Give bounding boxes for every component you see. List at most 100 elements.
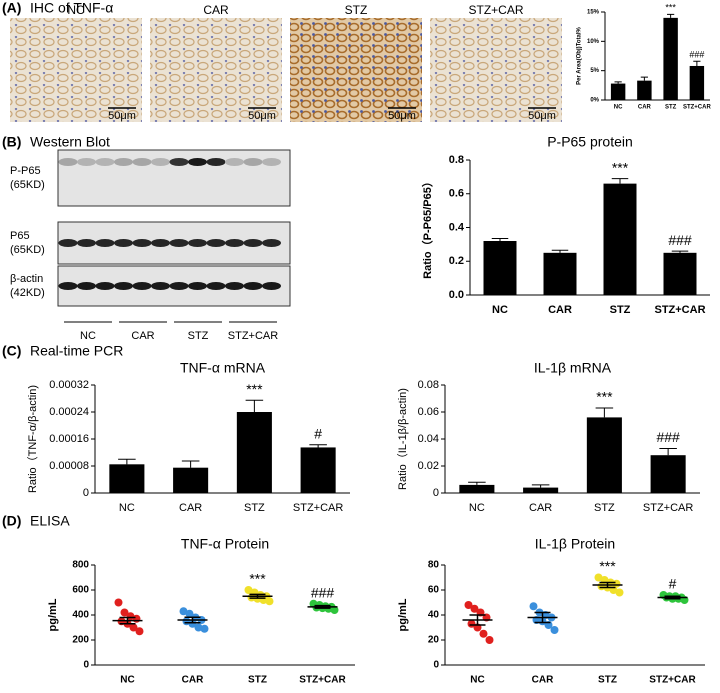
error-bar — [118, 458, 136, 465]
data-point — [194, 623, 203, 632]
y-tick-label: 0.06 — [418, 406, 439, 418]
y-tick-label: 0.4 — [449, 221, 465, 233]
y-tick-label: 0.00008 — [49, 460, 89, 472]
y-tick-label: 0.8 — [449, 154, 464, 166]
y-tick-label: 800 — [72, 560, 89, 571]
error-bar — [611, 178, 629, 184]
y-axis-label: pg/mL — [397, 598, 409, 631]
chart-title: TNF-α Protein — [181, 536, 269, 552]
significance: ### — [668, 232, 692, 248]
significance: # — [669, 576, 677, 592]
panel-title: Western Blot — [30, 134, 110, 150]
scale-bar-label: 50μm — [388, 110, 416, 122]
chart-title: TNF-α mRNA — [180, 360, 266, 376]
error-bar — [531, 484, 550, 488]
y-tick-label: 0.08 — [418, 379, 439, 391]
bar — [459, 484, 495, 493]
x-tick-label: NC — [614, 105, 623, 111]
data-point — [529, 602, 538, 611]
y-tick-label: 0.02 — [418, 460, 439, 472]
error-bar — [595, 407, 614, 418]
data-point — [470, 604, 479, 613]
panel-title: IHC of TNF-α — [30, 0, 113, 16]
error-bar — [614, 81, 622, 84]
x-tick-label: CAR — [532, 675, 554, 686]
blot-band — [77, 239, 96, 247]
blot-band — [225, 158, 244, 166]
y-tick-label: 20 — [428, 635, 440, 646]
blot-band — [243, 158, 263, 166]
panel-title: Real-time PCR — [30, 343, 123, 359]
blot-band — [95, 282, 115, 290]
data-point — [594, 573, 603, 582]
micrograph — [430, 18, 562, 122]
x-tick-label: STZ+CAR — [654, 304, 705, 316]
sem-bar — [184, 616, 201, 624]
blot-band — [169, 239, 189, 247]
scale-bar-label: 50μm — [108, 110, 136, 122]
x-tick-label: STZ — [248, 675, 267, 686]
y-tick-label: 0 — [433, 487, 439, 499]
blot-band — [169, 158, 189, 166]
sem-bar — [599, 581, 616, 589]
y-axis-label: pg/mL — [47, 598, 59, 631]
blot-band — [77, 158, 96, 166]
y-tick-label: 0.04 — [418, 433, 439, 445]
y-tick-label: 0.00016 — [49, 433, 89, 445]
y-axis-label: Ratio（P-P65/P65） — [421, 176, 434, 279]
row-size: (42KD) — [10, 287, 45, 299]
significance: *** — [612, 159, 629, 175]
blot-band — [243, 282, 263, 290]
bar — [663, 17, 678, 100]
significance: *** — [599, 558, 616, 574]
blot-band — [188, 158, 207, 166]
x-tick-label: STZ+CAR — [299, 675, 346, 686]
bar — [586, 417, 622, 493]
x-tick-label: NC — [492, 304, 508, 316]
error-bar — [181, 460, 200, 468]
blot-band — [243, 239, 263, 247]
x-tick-label: CAR — [638, 105, 652, 111]
micrograph — [290, 18, 422, 122]
bar — [637, 80, 652, 100]
blot-band — [262, 239, 281, 247]
x-tick-label: NC — [469, 502, 485, 514]
blot-band — [132, 158, 152, 166]
data-point — [185, 609, 194, 618]
row-size: (65KD) — [10, 179, 45, 191]
blot-band — [225, 282, 244, 290]
blot-band — [132, 282, 152, 290]
y-tick-label: 0.00032 — [49, 379, 89, 391]
significance: ### — [656, 429, 680, 445]
y-tick-label: 200 — [72, 635, 89, 646]
error-bar — [245, 399, 264, 412]
error-bar — [491, 237, 509, 241]
data-point — [265, 597, 274, 606]
significance: *** — [249, 571, 266, 587]
blot-band — [95, 239, 115, 247]
blot-band — [114, 158, 133, 166]
error-bar — [468, 481, 486, 485]
data-point — [132, 614, 141, 623]
data-point — [114, 598, 123, 607]
y-tick-label: 0 — [83, 487, 89, 499]
blot-band — [77, 282, 96, 290]
y-axis-label: Ratio（TNF-α/β-actin) — [26, 385, 39, 493]
y-tick-label: 15% — [587, 10, 600, 16]
blot-band — [206, 282, 226, 290]
bar — [236, 412, 272, 493]
blot-band — [169, 282, 189, 290]
x-tick-label: NC — [119, 502, 135, 514]
micrograph — [150, 18, 282, 122]
row-name: β-actin — [10, 273, 43, 285]
image-label: STZ+CAR — [468, 3, 523, 17]
bar — [603, 183, 637, 295]
y-tick-label: 60 — [428, 585, 440, 596]
x-tick-label: NC — [470, 675, 484, 686]
y-tick-label: 40 — [428, 610, 440, 621]
significance: *** — [596, 389, 613, 405]
data-point — [244, 586, 253, 594]
group-label: STZ — [188, 330, 209, 342]
bar — [689, 65, 705, 100]
